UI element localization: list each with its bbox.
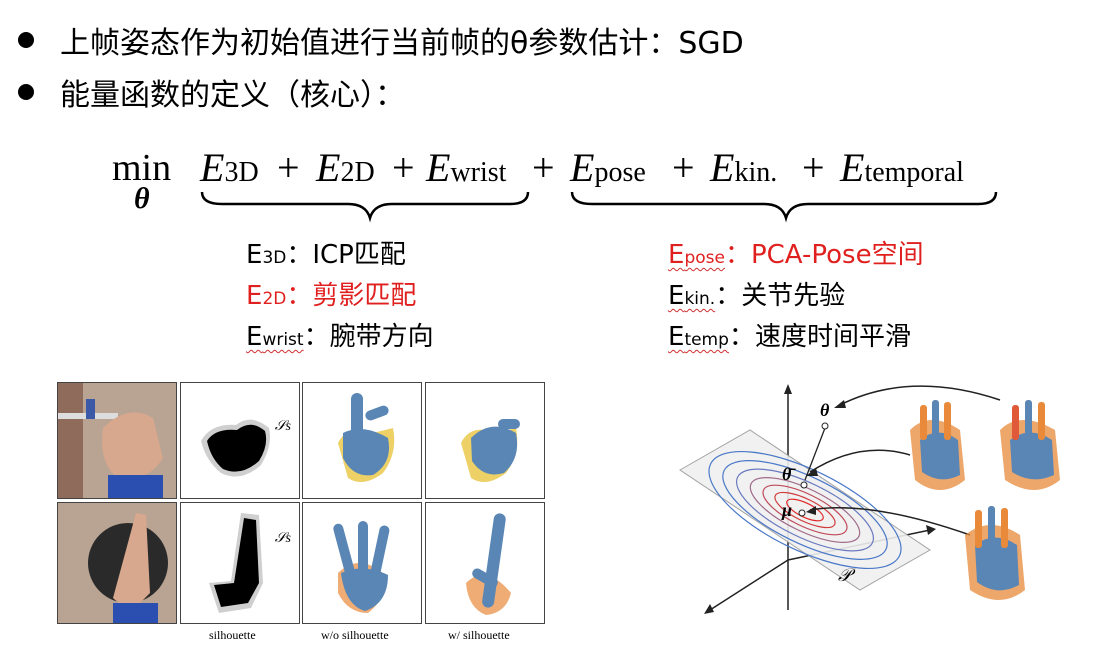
- plus-4: +: [672, 145, 695, 190]
- bullet-dot: [18, 84, 34, 100]
- silhouette-label: 𝒮s: [274, 531, 291, 546]
- bullet-text-1: 上帧姿态作为初始值进行当前帧的θ参数估计：SGD: [60, 26, 744, 61]
- legend-left: E 3D： ICP匹配 E 2D：剪影匹配 Ewrist：腕带方向: [246, 236, 434, 359]
- label-mu: μ: [782, 500, 793, 520]
- formula-min: min: [112, 147, 172, 189]
- underbraces: [200, 191, 998, 223]
- label-plane: 𝒫: [838, 565, 851, 585]
- photo-hand-1: [57, 382, 177, 499]
- hand-photo-illustration: [58, 383, 176, 498]
- label-theta: θ: [820, 400, 830, 420]
- hand-model-render: [338, 393, 395, 482]
- label-theta-bar: θ̄: [782, 464, 792, 484]
- caption-silhouette: silhouette: [209, 628, 256, 642]
- render-w-2: [425, 502, 545, 624]
- render-wo-2: [302, 502, 422, 624]
- render-w-1: [425, 382, 545, 499]
- hand-photo-illustration: [58, 503, 176, 623]
- plus-1: +: [277, 145, 300, 190]
- legend-ekin: Ekin.：关节先验: [668, 281, 846, 311]
- legend-ewrist: Ewrist：腕带方向: [246, 322, 434, 352]
- plus-3: +: [532, 145, 555, 190]
- hand-model-render: [466, 513, 511, 615]
- term-etemporal: Etemporal: [840, 145, 964, 190]
- caption-with-silhouette: w/ silhouette: [448, 628, 510, 642]
- silhouette-label: 𝒮s: [274, 419, 291, 434]
- hand-model-render: [461, 419, 520, 482]
- legend-epose: Epose： PCA-Pose空间: [668, 240, 924, 270]
- term-epose: Epose: [570, 145, 646, 190]
- render-wo-1: [302, 382, 422, 499]
- legend-etemp: Etemp：速度时间平滑: [668, 322, 911, 352]
- figure-right-pca-diagram: θ θ̄ μ 𝒫: [670, 360, 1110, 650]
- bullet-text-2: 能量函数的定义（核心）：: [60, 78, 405, 113]
- term-e3d: E3D: [200, 145, 259, 190]
- underbrace-left: [200, 191, 530, 223]
- caption-without-silhouette: w/o silhouette: [321, 628, 389, 642]
- underbrace-right: [570, 191, 998, 223]
- plus-2: +: [392, 145, 415, 190]
- silhouette-shape: [201, 419, 270, 477]
- plus-5: +: [802, 145, 825, 190]
- silhouette-shape: [209, 513, 263, 613]
- silhouette-panel-2: 𝒮s: [180, 502, 300, 624]
- bullet-item-2: 能量函数的定义（核心）：: [18, 70, 405, 114]
- bullet-item-1: 上帧姿态作为初始值进行当前帧的θ参数估计：SGD: [18, 18, 744, 62]
- legend-right: Epose： PCA-Pose空间 Ekin.：关节先验 Etemp：速度时间平滑: [668, 236, 924, 359]
- photo-hand-2: [57, 502, 177, 624]
- hand-model-icon: [1000, 400, 1060, 490]
- energy-formula: min θ E3D + E2D + Ewrist + Epose + Ekin.…: [112, 140, 1012, 230]
- legend-e2d: E 2D：剪影匹配: [246, 281, 417, 311]
- silhouette-panel-1: 𝒮s: [180, 382, 300, 499]
- term-ewrist: Ewrist: [426, 145, 507, 190]
- hand-model-icon: [965, 506, 1025, 600]
- legend-e3d: E 3D： ICP匹配: [246, 240, 406, 270]
- term-e2d: E2D: [316, 145, 375, 190]
- formula-theta: θ: [134, 182, 150, 215]
- term-ekin: Ekin.: [710, 145, 778, 190]
- hand-model-icon: [910, 400, 965, 490]
- pca-space-svg: [679, 384, 1060, 614]
- hand-model-render: [333, 521, 390, 613]
- bullet-dot: [18, 32, 34, 48]
